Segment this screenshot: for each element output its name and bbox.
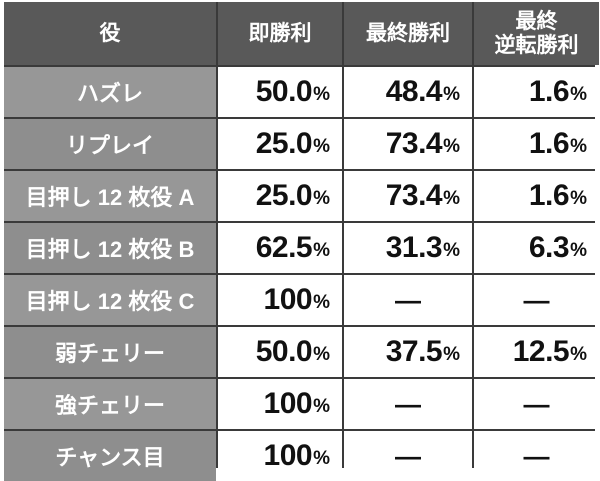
value-cell-immediate: 100% [218, 431, 342, 481]
percent-sign: % [443, 136, 460, 157]
value-cell-comeback: 1.6% [474, 119, 599, 169]
row-label: ハズレ [4, 67, 216, 117]
percent-sign: % [443, 188, 460, 209]
value-number: 1.6 [528, 127, 570, 160]
percent-sign: % [313, 292, 330, 313]
percent-sign: % [313, 396, 330, 417]
header-comeback-line1: 最終 [515, 9, 558, 33]
value-cell-immediate: 62.5% [218, 223, 342, 273]
value-cell-comeback: 1.6% [474, 171, 599, 221]
value-cell-comeback: 12.5% [474, 327, 599, 377]
value-cell-immediate: 100% [218, 379, 342, 429]
percent-sign: % [313, 240, 330, 261]
value-number: 37.5 [385, 335, 443, 368]
value-number: 73.4 [385, 179, 443, 212]
value-number: 25.0 [255, 179, 313, 212]
row-label: 強チェリー [4, 379, 216, 429]
row-label: チャンス目 [4, 431, 216, 481]
percent-sign: % [570, 344, 587, 365]
value-number: 12.5 [512, 335, 570, 368]
value-cell-comeback: — [474, 379, 599, 429]
value-cell-comeback: — [474, 275, 599, 325]
header-yaku: 役 [4, 2, 216, 65]
row-label: 目押し 12 枚役 C [4, 275, 216, 325]
value-cell-final: 48.4% [344, 67, 472, 117]
value-cell-final: — [344, 431, 472, 481]
value-number: 25.0 [255, 127, 313, 160]
value-cell-immediate: 25.0% [218, 171, 342, 221]
value-cell-final: 31.3% [344, 223, 472, 273]
value-number: 100 [263, 439, 313, 472]
dash-value: — [395, 440, 421, 471]
value-number: 100 [263, 387, 313, 420]
value-cell-final: 73.4% [344, 171, 472, 221]
percent-sign: % [570, 84, 587, 105]
value-number: 62.5 [255, 231, 313, 264]
dash-value: — [523, 284, 550, 315]
value-cell-comeback: — [474, 431, 599, 481]
percent-sign: % [313, 344, 330, 365]
value-cell-immediate: 100% [218, 275, 342, 325]
value-number: 48.4 [385, 75, 443, 108]
percent-sign: % [443, 240, 460, 261]
percent-sign: % [570, 136, 587, 157]
header-yaku-label: 役 [99, 21, 121, 45]
percent-sign: % [443, 344, 460, 365]
percent-sign: % [313, 448, 330, 469]
value-number: 1.6 [528, 179, 570, 212]
percent-sign: % [313, 188, 330, 209]
header-immediate-win: 即勝利 [218, 2, 342, 65]
header-final-comeback: 最終 逆転勝利 [474, 2, 599, 65]
percent-sign: % [443, 84, 460, 105]
dash-value: — [523, 388, 550, 419]
value-cell-immediate: 25.0% [218, 119, 342, 169]
header-comeback-line2: 逆転勝利 [494, 33, 579, 57]
value-cell-final: — [344, 379, 472, 429]
value-number: 100 [263, 283, 313, 316]
value-number: 31.3 [385, 231, 443, 264]
row-label: リプレイ [4, 119, 216, 169]
value-number: 73.4 [385, 127, 443, 160]
percent-sign: % [313, 136, 330, 157]
percent-sign: % [570, 188, 587, 209]
header-immediate-label: 即勝利 [248, 21, 312, 45]
value-cell-comeback: 1.6% [474, 67, 599, 117]
row-label: 目押し 12 枚役 A [4, 171, 216, 221]
dash-value: — [395, 388, 421, 419]
value-cell-comeback: 6.3% [474, 223, 599, 273]
header-final-label: 最終勝利 [366, 21, 450, 45]
value-cell-final: 73.4% [344, 119, 472, 169]
percent-sign: % [570, 240, 587, 261]
value-cell-final: — [344, 275, 472, 325]
value-cell-immediate: 50.0% [218, 327, 342, 377]
dash-value: — [395, 284, 421, 315]
header-final-win: 最終勝利 [344, 2, 472, 65]
value-cell-final: 37.5% [344, 327, 472, 377]
percent-sign: % [313, 84, 330, 105]
dash-value: — [523, 440, 550, 471]
value-cell-immediate: 50.0% [218, 67, 342, 117]
value-number: 50.0 [255, 335, 313, 368]
row-label: 弱チェリー [4, 327, 216, 377]
value-number: 6.3 [528, 231, 570, 264]
value-number: 1.6 [528, 75, 570, 108]
win-probability-table: 役 即勝利 最終勝利 最終 逆転勝利 ハズレ 50.0% 48.4% 1.6% リプレイ… [4, 2, 599, 481]
value-number: 50.0 [255, 75, 313, 108]
row-label: 目押し 12 枚役 B [4, 223, 216, 273]
